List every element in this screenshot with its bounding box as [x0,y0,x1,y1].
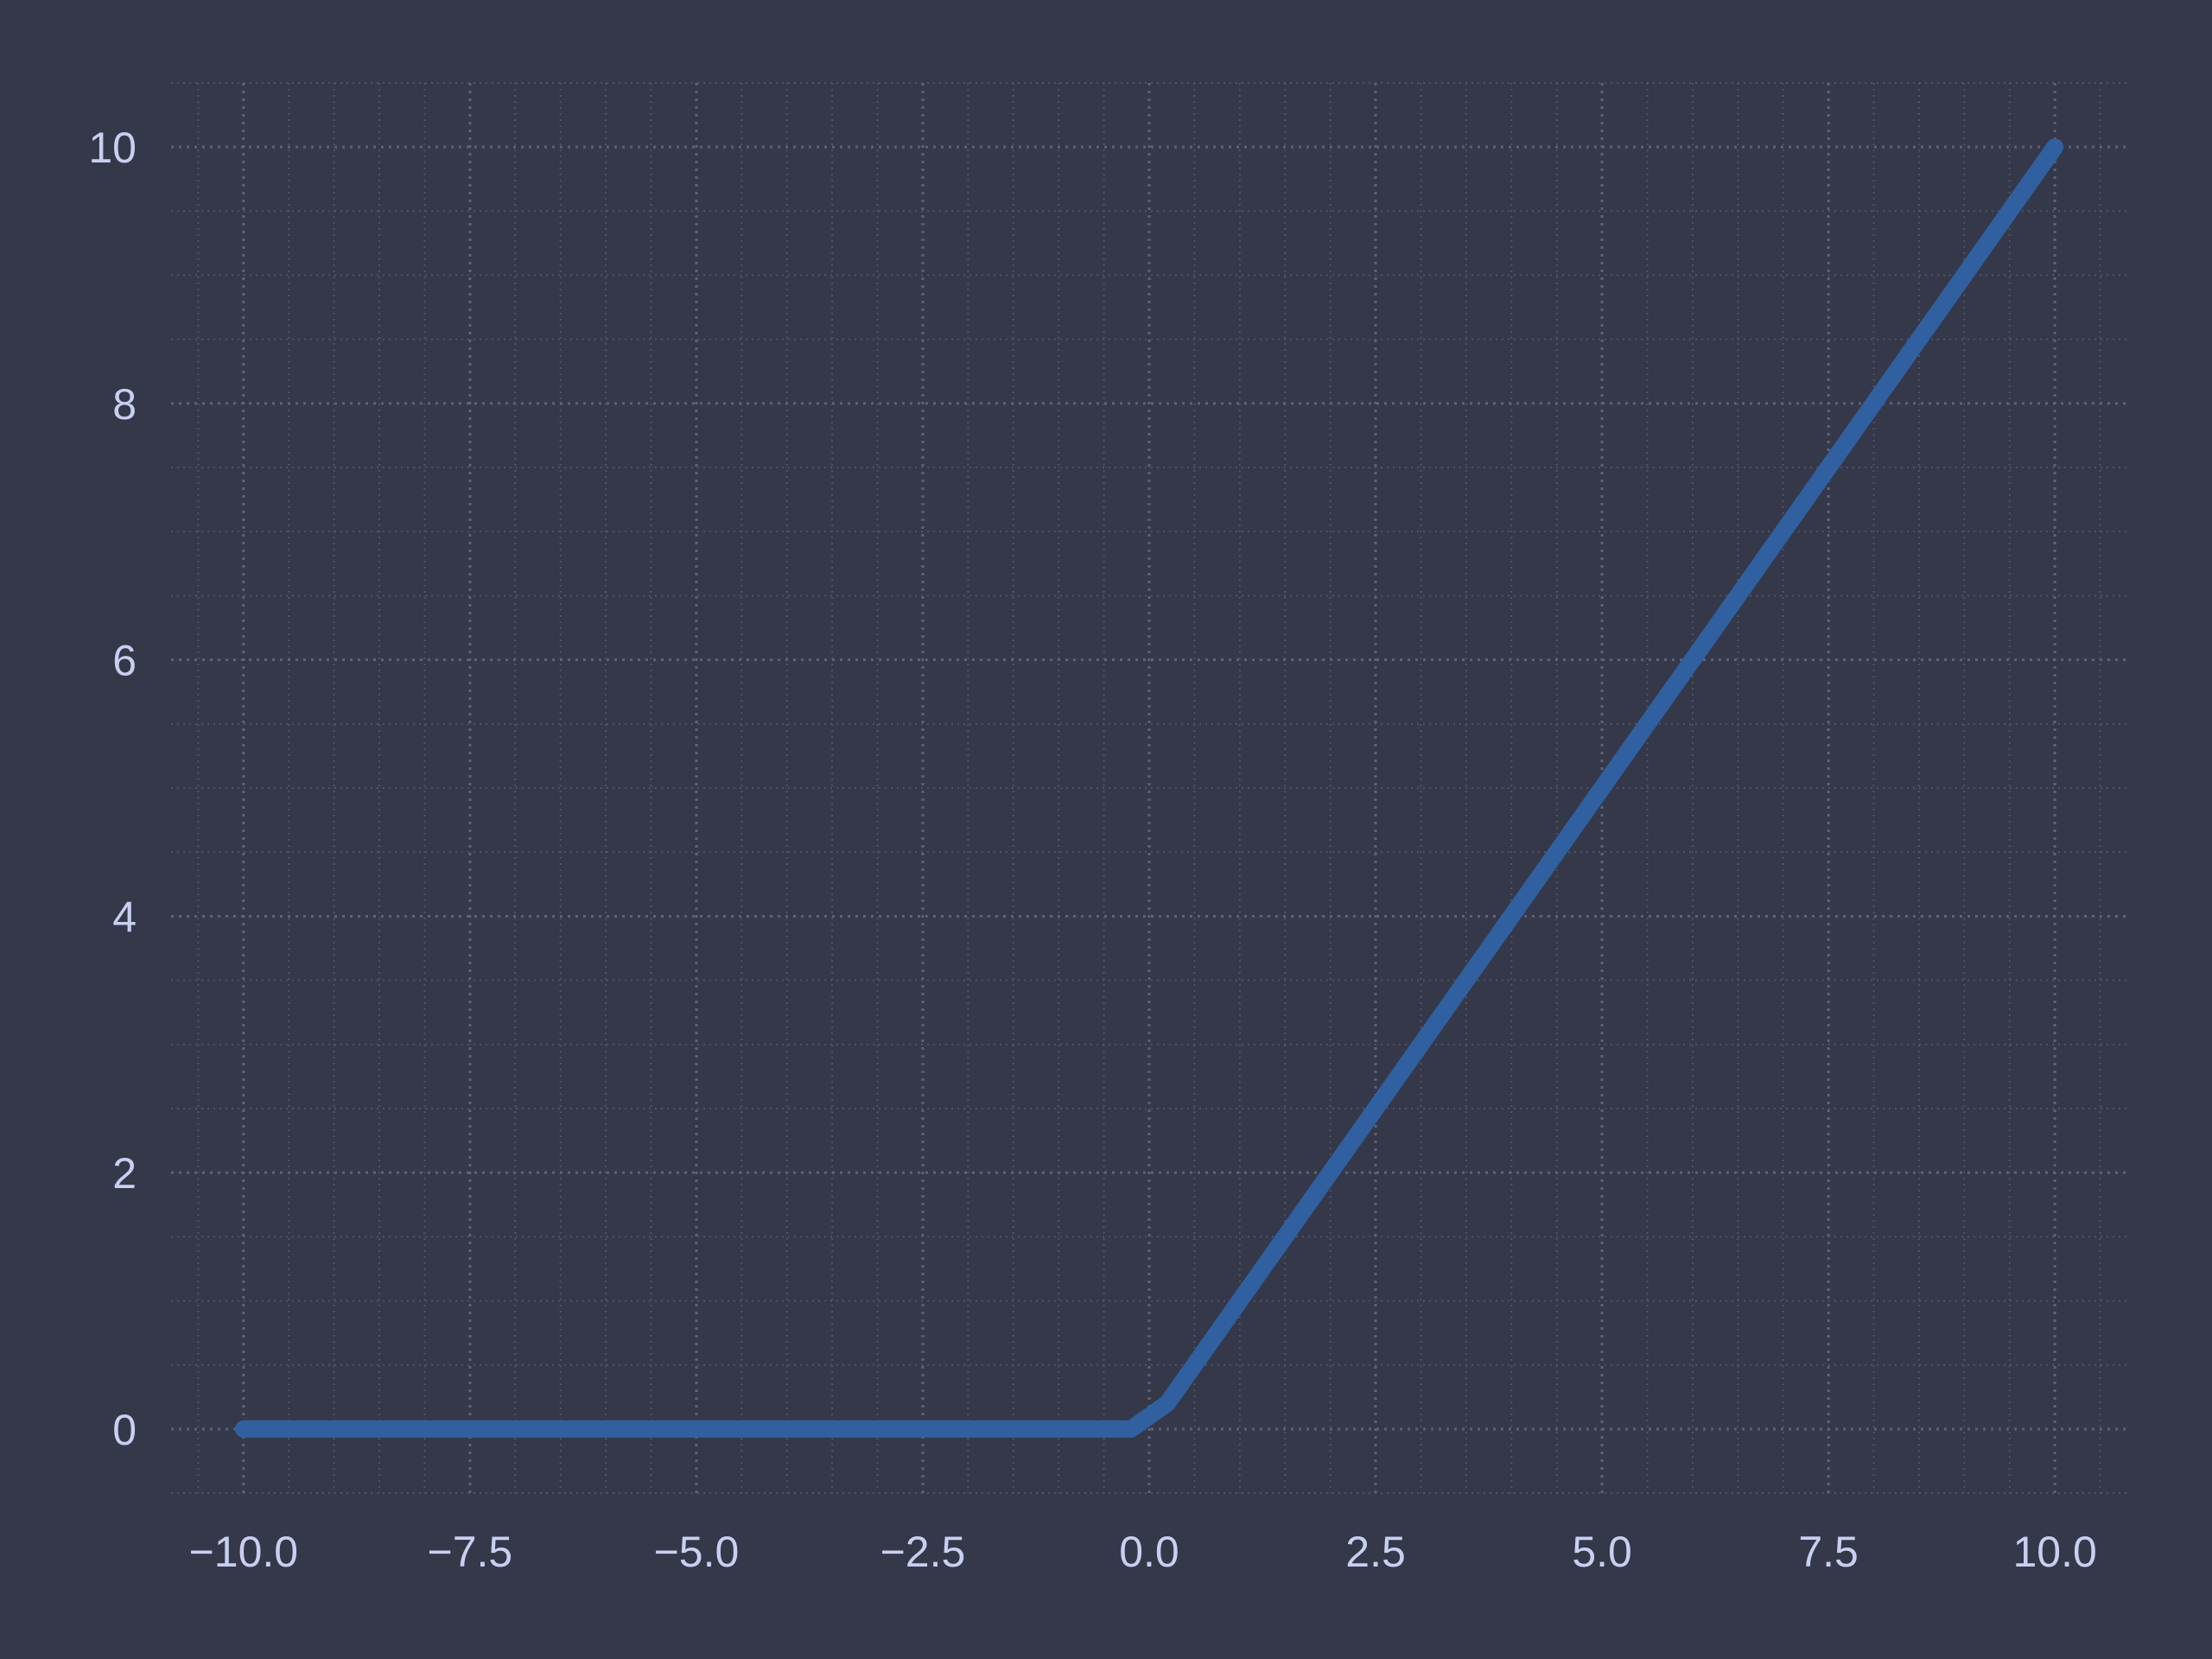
x-tick-label: −5.0 [654,1528,740,1576]
x-tick-label: −2.5 [880,1528,966,1576]
x-tick-label: −7.5 [428,1528,513,1576]
major-grid [171,83,2127,1493]
x-tick-label: 0.0 [1119,1528,1179,1576]
x-tick-label: 10.0 [2012,1528,2096,1576]
y-tick-label: 6 [112,637,137,685]
x-tick-label: −10.0 [189,1528,299,1576]
minor-grid [171,82,2127,1494]
y-tick-label: 0 [112,1406,137,1454]
x-tick-label: 5.0 [1572,1528,1632,1576]
series-layer [234,138,2064,1438]
y-tick-label: 2 [112,1149,137,1198]
y-tick-label: 10 [88,124,137,172]
x-axis-tick-labels: −10.0 −7.5 −5.0 −2.5 0.0 2.5 5.0 7.5 10.0 [189,1528,2097,1576]
x-tick-label: 7.5 [1798,1528,1859,1576]
x-tick-label: 2.5 [1345,1528,1406,1576]
y-axis-tick-labels: 0 2 4 6 8 10 [88,124,137,1454]
series-line-0 [234,138,2064,1438]
y-tick-label: 8 [112,380,137,429]
y-tick-label: 4 [112,893,137,941]
